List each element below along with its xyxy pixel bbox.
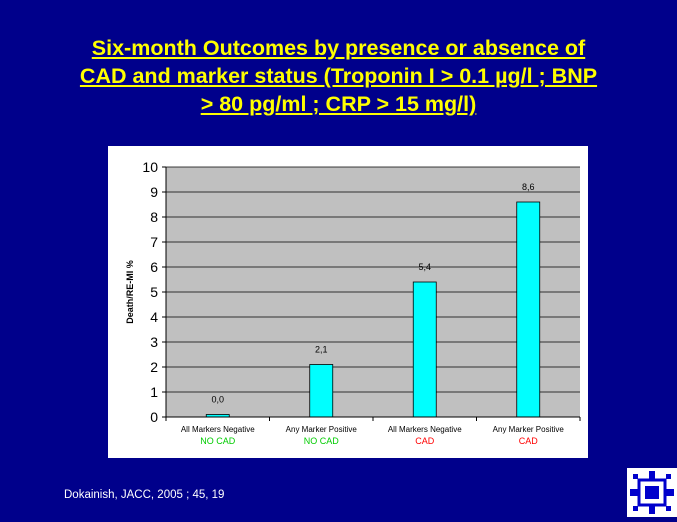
bar-chart: 0,0 2,1 5,4 8,6 0 1 2 3 4 5 6 7 8 9 10 All Markers Neg… — [125, 159, 581, 446]
bar — [309, 364, 334, 418]
y-tick-label: 0 — [150, 409, 158, 425]
title-line-3: > 80 pg/ml ; CRP > 15 mg/l) — [200, 92, 477, 116]
x-tick-label: Any Marker Positive — [493, 425, 565, 434]
logo-mark — [630, 471, 674, 514]
x-group-label: CAD — [519, 436, 539, 446]
x-group-label: NO CAD — [200, 436, 236, 446]
y-tick-label: 9 — [150, 184, 158, 200]
y-tick-label: 8 — [150, 209, 158, 225]
y-tick-label: 3 — [150, 334, 158, 350]
y-tick-label: 7 — [150, 234, 158, 250]
x-tick-label: All Markers Negative — [181, 425, 255, 434]
title-line-2: CAD and marker status (Troponin I > 0.1 … — [79, 64, 598, 88]
data-label: 2,1 — [315, 345, 328, 355]
x-group-label: NO CAD — [304, 436, 340, 446]
data-label: 5,4 — [418, 262, 431, 272]
logo — [627, 468, 677, 517]
citation: Dokainish, JACC, 2005 ; 45, 19 — [64, 489, 225, 501]
title-line-1: Six-month Outcomes by presence or absenc… — [91, 36, 586, 60]
x-tick-label: All Markers Negative — [388, 425, 462, 434]
chart-panel: 0,0 2,1 5,4 8,6 0 1 2 3 4 5 6 7 8 9 10 All Markers Neg… — [108, 146, 588, 458]
x-tick-label: Any Marker Positive — [286, 425, 358, 434]
y-tick-label: 4 — [150, 309, 158, 325]
bar — [412, 281, 437, 418]
slide-title: Six-month Outcomes by presence or absenc… — [20, 34, 657, 118]
y-tick-label: 6 — [150, 259, 158, 275]
y-tick-label: 5 — [150, 284, 158, 300]
data-label: 8,6 — [522, 182, 535, 192]
y-tick-label: 10 — [142, 159, 158, 175]
gridlines — [166, 166, 580, 393]
axis-ticks: 0 1 2 3 4 5 6 7 8 9 10 All Markers Negative NO CAD An… — [142, 159, 581, 446]
y-axis-label: Death/RE-MI % — [125, 260, 135, 324]
bar — [516, 201, 541, 418]
data-label: 0,0 — [211, 395, 224, 405]
y-tick-label: 1 — [150, 384, 158, 400]
x-group-label: CAD — [415, 436, 435, 446]
y-tick-label: 2 — [150, 359, 158, 375]
